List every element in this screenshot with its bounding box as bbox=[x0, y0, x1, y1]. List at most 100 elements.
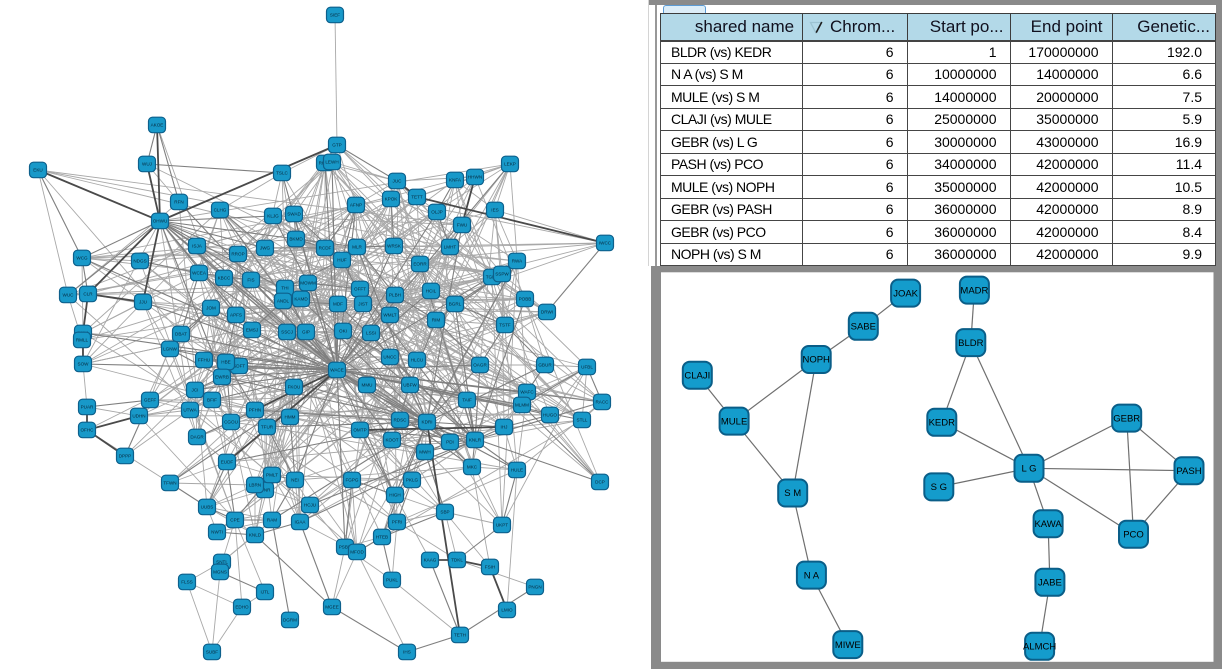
svg-text:TAIF: TAIF bbox=[462, 398, 472, 403]
svg-text:JOAK: JOAK bbox=[893, 288, 918, 299]
svg-text:RFN: RFN bbox=[174, 200, 183, 205]
svg-text:DCP: DCP bbox=[595, 480, 605, 485]
svg-text:MOWM: MOWM bbox=[300, 281, 316, 286]
svg-text:LEWH: LEWH bbox=[325, 160, 338, 165]
svg-text:WUJ: WUJ bbox=[142, 162, 152, 167]
svg-text:BKMD: BKMD bbox=[289, 237, 303, 242]
svg-text:PNGN: PNGN bbox=[528, 585, 541, 590]
svg-text:EMSJ: EMSJ bbox=[246, 328, 258, 333]
svg-text:WCEA: WCEA bbox=[192, 271, 207, 276]
svg-text:WACE: WACE bbox=[330, 368, 344, 373]
svg-text:SBP: SBP bbox=[440, 510, 449, 515]
svg-text:KEDR: KEDR bbox=[929, 417, 956, 428]
svg-text:PASH: PASH bbox=[1176, 466, 1201, 477]
svg-text:MGEE: MGEE bbox=[325, 605, 339, 610]
svg-text:GDFT: GDFT bbox=[233, 364, 246, 369]
svg-text:UDHN: UDHN bbox=[132, 414, 145, 419]
svg-text:TETT: TETT bbox=[411, 195, 423, 200]
svg-text:AKOE: AKOE bbox=[151, 123, 164, 128]
svg-text:PKLG: PKLG bbox=[406, 478, 419, 483]
svg-text:TGBS: TGBS bbox=[486, 275, 499, 280]
svg-text:TDKL: TDKL bbox=[451, 558, 463, 563]
svg-text:KAMD: KAMD bbox=[294, 297, 308, 302]
svg-text:HUGO: HUGO bbox=[543, 413, 557, 418]
svg-text:LBRN: LBRN bbox=[249, 483, 261, 488]
svg-text:JCI: JCI bbox=[192, 388, 199, 393]
svg-text:DAGR: DAGR bbox=[190, 435, 204, 440]
svg-text:LGNW: LGNW bbox=[163, 347, 177, 352]
svg-text:TSTF: TSTF bbox=[499, 323, 511, 328]
svg-text:JJU: JJU bbox=[139, 300, 147, 305]
svg-text:N A: N A bbox=[804, 570, 820, 581]
svg-text:OHWU: OHWU bbox=[153, 219, 168, 224]
svg-text:MADR: MADR bbox=[960, 285, 988, 296]
svg-text:RROP: RROP bbox=[231, 252, 244, 257]
svg-text:THI: THI bbox=[281, 286, 288, 291]
svg-text:STLL: STLL bbox=[577, 418, 588, 423]
svg-text:IWCC: IWCC bbox=[599, 241, 612, 246]
svg-text:DBAT: DBAT bbox=[175, 332, 187, 337]
svg-text:S G: S G bbox=[931, 482, 947, 493]
svg-text:OAGR: OAGR bbox=[473, 363, 487, 368]
svg-text:TFWN: TFWN bbox=[163, 481, 176, 486]
svg-text:PLBH: PLBH bbox=[389, 293, 401, 298]
svg-text:EDHO: EDHO bbox=[235, 605, 249, 610]
svg-text:CGOU: CGOU bbox=[224, 420, 238, 425]
svg-text:POBB: POBB bbox=[519, 297, 532, 302]
svg-text:LMIO: LMIO bbox=[501, 608, 513, 613]
svg-text:EUDF: EUDF bbox=[221, 460, 234, 465]
svg-text:PCO: PCO bbox=[1123, 529, 1144, 540]
svg-text:APFS: APFS bbox=[230, 313, 242, 318]
svg-text:SWAD: SWAD bbox=[287, 212, 301, 217]
svg-text:BGRL: BGRL bbox=[449, 302, 462, 307]
svg-text:KAWA: KAWA bbox=[1034, 519, 1062, 530]
svg-text:RCDF: RCDF bbox=[319, 246, 332, 251]
svg-text:NDGS: NDGS bbox=[133, 259, 146, 264]
svg-text:PMLT: PMLT bbox=[266, 473, 278, 478]
svg-text:MDF: MDF bbox=[333, 302, 343, 307]
svg-text:CPE: CPE bbox=[230, 518, 239, 523]
svg-text:HTEB: HTEB bbox=[376, 535, 388, 540]
svg-text:TFUR: TFUR bbox=[261, 425, 274, 430]
svg-text:HMM: HMM bbox=[285, 415, 296, 420]
svg-text:JABE: JABE bbox=[1038, 577, 1062, 588]
svg-text:FSIH: FSIH bbox=[485, 565, 495, 570]
svg-text:HBE: HBE bbox=[221, 360, 230, 365]
svg-text:NWTI: NWTI bbox=[211, 530, 223, 535]
svg-text:JWG: JWG bbox=[260, 246, 271, 251]
svg-text:WMLT: WMLT bbox=[383, 313, 396, 318]
svg-text:UKPT: UKPT bbox=[496, 523, 508, 528]
svg-text:HIGH: HIGH bbox=[389, 493, 400, 498]
svg-text:HHWN: HHWN bbox=[468, 175, 482, 180]
svg-text:KNLR: KNLR bbox=[469, 438, 482, 443]
svg-text:IHS: IHS bbox=[403, 650, 411, 655]
svg-text:EORR: EORR bbox=[413, 262, 427, 267]
svg-text:MWH: MWH bbox=[419, 450, 430, 455]
svg-text:MGNS: MGNS bbox=[213, 570, 227, 575]
svg-text:OKI: OKI bbox=[339, 329, 347, 334]
svg-text:EKU: EKU bbox=[33, 168, 42, 173]
svg-text:TSLC: TSLC bbox=[276, 171, 288, 176]
svg-text:AFNP: AFNP bbox=[350, 203, 362, 208]
svg-text:CLAJI: CLAJI bbox=[684, 370, 710, 381]
svg-text:RMLL: RMLL bbox=[76, 338, 89, 343]
svg-text:HLCU: HLCU bbox=[411, 358, 424, 363]
svg-text:HULE: HULE bbox=[511, 468, 523, 473]
svg-text:IJTL: IJTL bbox=[261, 590, 270, 595]
svg-text:WUC: WUC bbox=[63, 293, 75, 298]
svg-text:SSPW: SSPW bbox=[495, 272, 509, 277]
svg-text:WRSK: WRSK bbox=[387, 244, 402, 249]
svg-text:HCIL: HCIL bbox=[426, 289, 437, 294]
svg-text:RDSC: RDSC bbox=[393, 418, 407, 423]
svg-text:UNCC: UNCC bbox=[383, 355, 397, 360]
svg-text:KDRI: KDRI bbox=[422, 420, 433, 425]
svg-text:WCG: WCG bbox=[76, 256, 88, 261]
svg-text:WAFC: WAFC bbox=[520, 390, 534, 395]
svg-text:S M: S M bbox=[784, 488, 801, 499]
svg-text:PFHN: PFHN bbox=[249, 408, 262, 413]
svg-text:IES: IES bbox=[491, 208, 498, 213]
svg-text:UFBL: UFBL bbox=[581, 365, 593, 370]
svg-text:EWRB: EWRB bbox=[215, 375, 229, 380]
svg-text:MLMM: MLMM bbox=[515, 403, 529, 408]
svg-text:OLJP: OLJP bbox=[431, 210, 443, 215]
